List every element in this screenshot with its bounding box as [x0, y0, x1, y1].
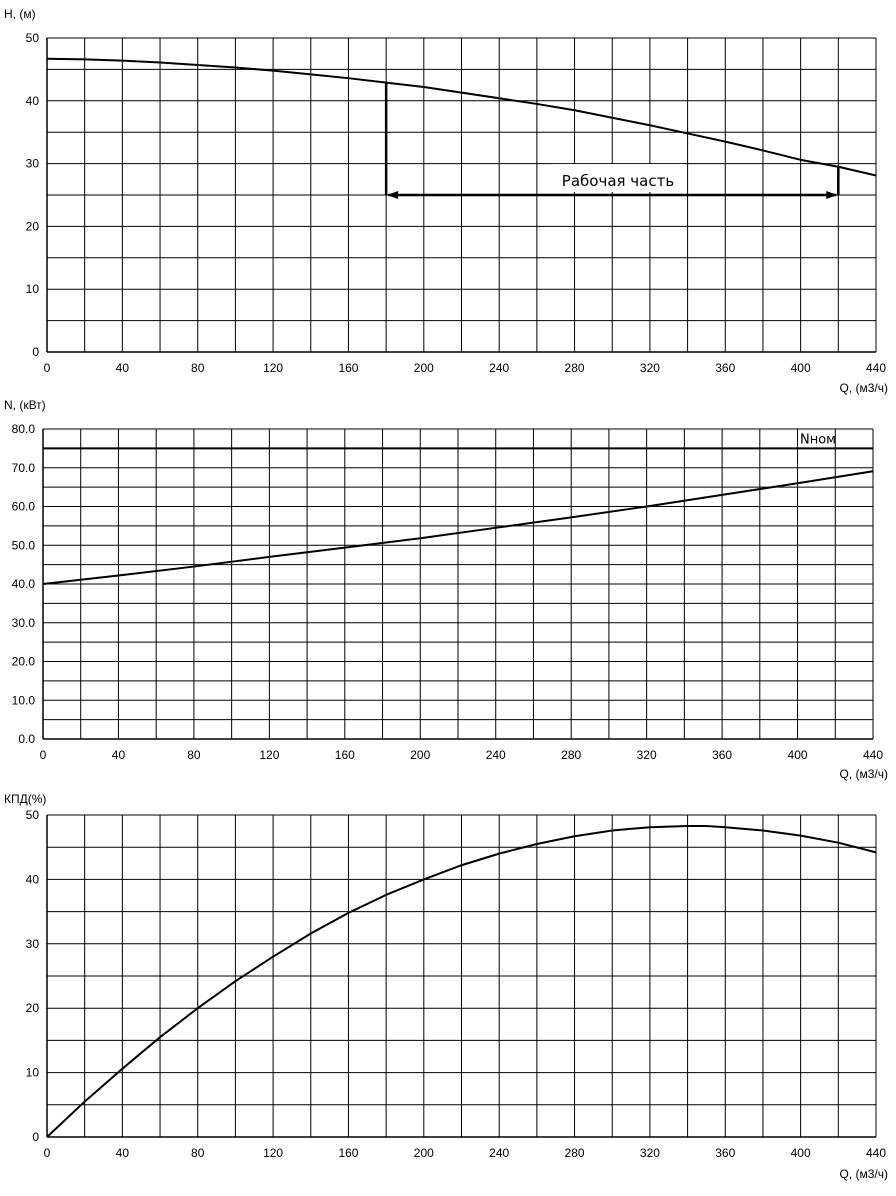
head-y-tick-label: 0	[32, 345, 39, 359]
efficiency-curve	[46, 824, 877, 1138]
power-x-tick-label: 0	[40, 748, 47, 762]
power-y-tick-label: 80.0	[12, 422, 36, 436]
efficiency-y-tick-label: 50	[26, 808, 40, 822]
power-x-tick-label: 40	[112, 748, 126, 762]
head-x-tick-label: 200	[414, 361, 434, 375]
head-y-tick-label: 30	[26, 157, 40, 171]
head-x-axis-label: Q, (м3/ч)	[839, 381, 888, 395]
power-curve	[42, 470, 874, 585]
power-x-tick-label: 160	[335, 748, 355, 762]
efficiency-y-tick-label: 0	[32, 1130, 39, 1144]
power-y-axis-label: N, (кВт)	[4, 398, 46, 412]
head-y-tick-label: 50	[26, 31, 40, 45]
power-y-tick-label: 50.0	[12, 538, 36, 552]
efficiency-x-tick-label: 40	[116, 1146, 130, 1160]
power-grid	[42, 428, 874, 740]
head-x-tick-label: 320	[640, 361, 660, 375]
efficiency-x-tick-label: 120	[263, 1146, 283, 1160]
head-x-tick-label: 360	[715, 361, 735, 375]
efficiency-chart: 0 40 80 120 160 200 240 280 320 360 400 440 0 10 20 30 4…	[4, 792, 888, 1181]
efficiency-x-tick-label: 280	[565, 1146, 585, 1160]
power-x-tick-label: 280	[561, 748, 581, 762]
head-curve	[46, 57, 877, 177]
working-range-label: Рабочая часть	[562, 172, 674, 190]
head-y-tick-label: 20	[26, 219, 40, 233]
power-x-tick-label: 200	[410, 748, 430, 762]
efficiency-y-tick-label: 20	[26, 1001, 40, 1015]
efficiency-x-tick-label: 0	[44, 1146, 51, 1160]
head-x-tick-label: 120	[263, 361, 283, 375]
efficiency-x-tick-label: 440	[866, 1146, 886, 1160]
efficiency-x-tick-label: 200	[414, 1146, 434, 1160]
head-x-tick-label: 280	[565, 361, 585, 375]
head-y-tick-label: 10	[26, 282, 40, 296]
power-y-tick-label: 20.0	[12, 655, 36, 669]
efficiency-x-tick-label: 320	[640, 1146, 660, 1160]
head-x-tick-label: 240	[489, 361, 509, 375]
efficiency-x-tick-label: 80	[191, 1146, 205, 1160]
efficiency-x-axis-label: Q, (м3/ч)	[839, 1167, 888, 1181]
efficiency-x-tick-label: 160	[338, 1146, 358, 1160]
power-y-tick-label: 40.0	[12, 577, 36, 591]
power-y-tick-label: 70.0	[12, 461, 36, 475]
power-nominal-power-label: Nном	[800, 432, 836, 447]
power-x-tick-label: 80	[187, 748, 201, 762]
head-x-tick-label: 440	[866, 361, 886, 375]
efficiency-x-tick-label: 400	[791, 1146, 811, 1160]
efficiency-y-tick-label: 30	[26, 937, 40, 951]
head-x-tick-label: 400	[791, 361, 811, 375]
power-x-axis-label: Q, (м3/ч)	[839, 767, 888, 781]
power-chart: 0 40 80 120 160 200 240 280 320 360 400 440 0.0 10.0 2…	[4, 398, 888, 781]
power-x-tick-label: 360	[712, 748, 732, 762]
working-range-arrowhead-right	[826, 191, 838, 199]
power-y-tick-label: 0.0	[18, 732, 35, 746]
efficiency-x-tick-label: 360	[715, 1146, 735, 1160]
efficiency-y-tick-label: 40	[26, 872, 40, 886]
head-x-tick-label: 160	[338, 361, 358, 375]
efficiency-y-tick-label: 10	[26, 1066, 40, 1080]
power-y-tick-label: 60.0	[12, 500, 36, 514]
head-y-axis-label: H, (м)	[4, 7, 36, 21]
head-x-tick-label: 0	[44, 361, 51, 375]
power-x-tick-label: 440	[863, 748, 883, 762]
head-y-tick-label: 40	[26, 94, 40, 108]
power-x-tick-label: 400	[788, 748, 808, 762]
head-x-tick-label: 40	[116, 361, 130, 375]
efficiency-grid	[46, 814, 877, 1138]
efficiency-y-axis-label: КПД(%)	[4, 792, 46, 806]
power-x-tick-label: 320	[637, 748, 657, 762]
power-x-tick-label: 240	[486, 748, 506, 762]
working-range-label-bg	[552, 164, 684, 192]
head-chart: 0 40 80 120 160 200 240 280 320 360 400 440 0 10 20 30 4…	[4, 7, 888, 395]
efficiency-x-tick-label: 240	[489, 1146, 509, 1160]
power-y-tick-label: 30.0	[12, 616, 36, 630]
working-range-arrowhead-left	[387, 191, 399, 199]
power-x-tick-label: 120	[259, 748, 279, 762]
power-y-tick-label: 10.0	[12, 693, 36, 707]
head-x-tick-label: 80	[191, 361, 205, 375]
